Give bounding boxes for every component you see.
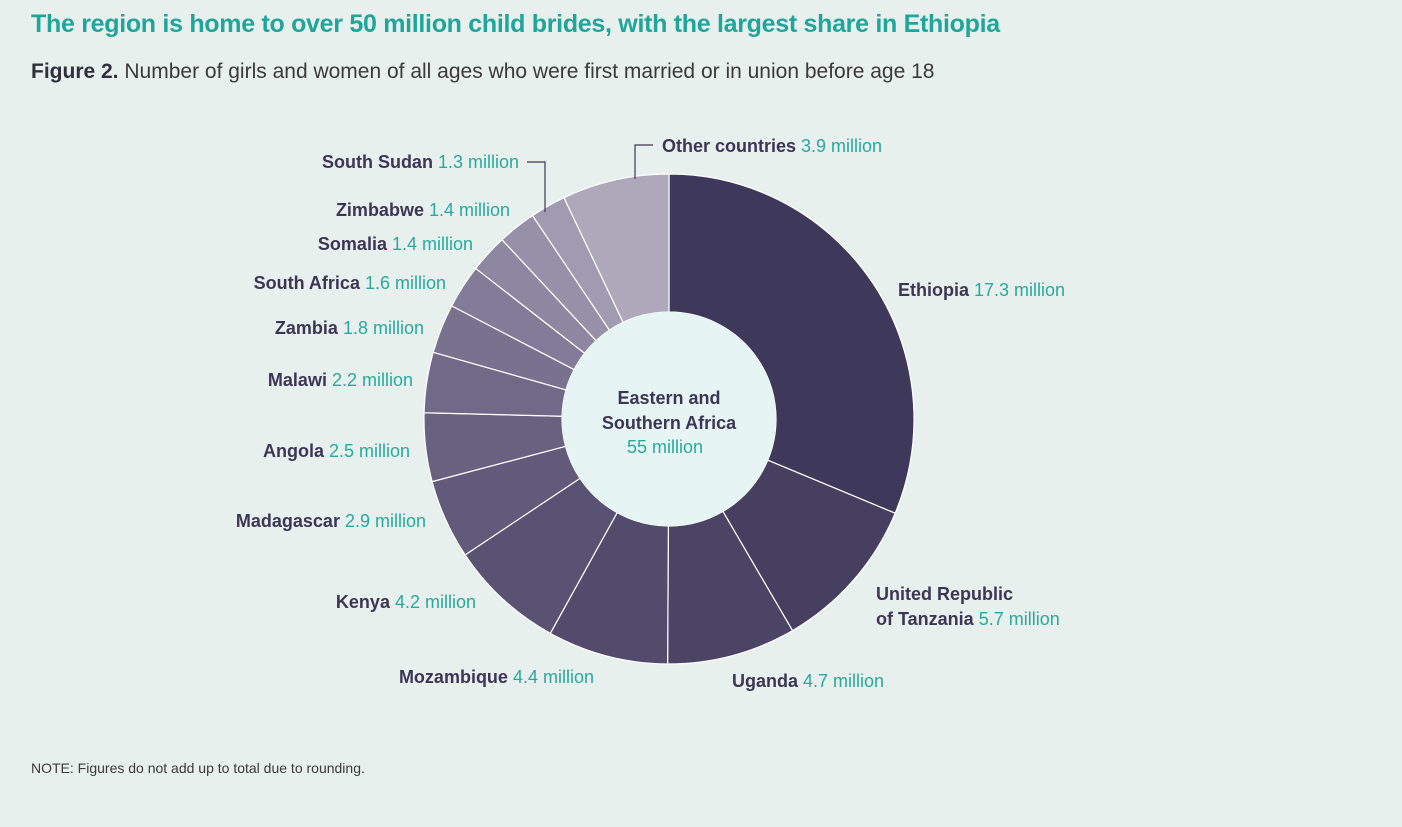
label-value: 2.9 million: [340, 511, 426, 531]
label-name: Angola: [263, 441, 325, 461]
label-malawi: Malawi 2.2 million: [268, 370, 413, 390]
label-name: Zambia: [275, 318, 339, 338]
center-label-line-2: Southern Africa: [602, 413, 737, 433]
label-value: 1.3 million: [433, 152, 519, 172]
label-value: 2.2 million: [327, 370, 413, 390]
label-south-sudan: South Sudan 1.3 million: [322, 152, 519, 172]
donut-center: [562, 312, 776, 526]
label-value: 4.4 million: [508, 667, 594, 687]
chart-headline: The region is home to over 50 million ch…: [31, 10, 1000, 38]
label-angola: Angola 2.5 million: [263, 441, 410, 461]
label-ethiopia: Ethiopia 17.3 million: [898, 280, 1065, 300]
label-value: 4.7 million: [798, 671, 884, 691]
label-name: Uganda: [732, 671, 799, 691]
figure-caption: Figure 2. Number of girls and women of a…: [31, 60, 934, 84]
label-name: Madagascar: [236, 511, 340, 531]
label-united-republic-of-tanzania: United Republic of Tanzania 5.7 million: [876, 584, 1060, 629]
label-value: 1.8 million: [338, 318, 424, 338]
label-value: 4.2 million: [390, 592, 476, 612]
label-value: 17.3 million: [969, 280, 1065, 300]
label-value: 2.5 million: [324, 441, 410, 461]
label-value: 1.6 million: [360, 273, 446, 293]
label-name: Other countries: [662, 136, 796, 156]
label-name-line-1: United Republic: [876, 584, 1013, 604]
label-mozambique: Mozambique 4.4 million: [399, 667, 594, 687]
label-name-line-2: of Tanzania: [876, 609, 979, 629]
label-value: 1.4 million: [387, 234, 473, 254]
label-name: Somalia: [318, 234, 388, 254]
label-name: Zimbabwe: [336, 200, 424, 220]
label-value: 3.9 million: [796, 136, 882, 156]
label-value: 1.4 million: [424, 200, 510, 220]
label-somalia: Somalia 1.4 million: [318, 234, 473, 254]
chart-note: NOTE: Figures do not add up to total due…: [31, 760, 365, 776]
label-name: South Africa: [254, 273, 361, 293]
label-madagascar: Madagascar 2.9 million: [236, 511, 426, 531]
leader-line-other-countries: [634, 144, 653, 179]
figure-caption-text: Number of girls and women of all ages wh…: [124, 60, 935, 83]
label-name: Malawi: [268, 370, 327, 390]
label-name: South Sudan: [322, 152, 433, 172]
label-kenya: Kenya 4.2 million: [336, 592, 476, 612]
label-name: Mozambique: [399, 667, 508, 687]
donut-slices: [423, 173, 915, 665]
label-name: Kenya: [336, 592, 391, 612]
figure-label: Figure 2.: [31, 60, 119, 83]
slice-labels: Ethiopia 17.3 million United Republic of T…: [236, 136, 1065, 691]
leader-line-south-sudan: [527, 161, 546, 212]
label-zambia: Zambia 1.8 million: [275, 318, 424, 338]
label-uganda: Uganda 4.7 million: [732, 671, 884, 691]
center-label-line-1: Eastern and: [617, 388, 720, 408]
label-value: 5.7 million: [979, 609, 1060, 629]
label-zimbabwe: Zimbabwe 1.4 million: [336, 200, 510, 220]
label-south-africa: South Africa 1.6 million: [254, 273, 446, 293]
label-other-countries: Other countries 3.9 million: [662, 136, 882, 156]
center-value: 55 million: [627, 437, 703, 457]
label-name: Ethiopia: [898, 280, 970, 300]
